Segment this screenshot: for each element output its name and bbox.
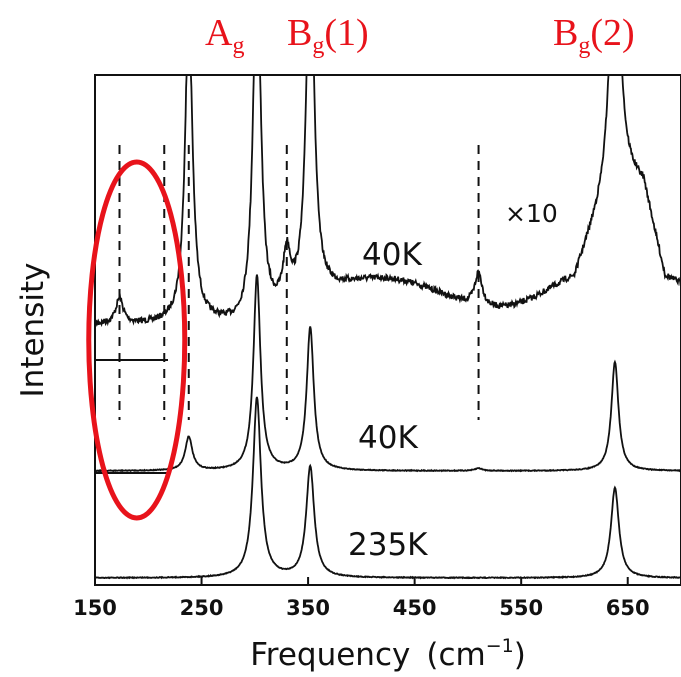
spectrum-traces: [94, 74, 681, 580]
highlight-ellipse: [86, 159, 188, 521]
mode-label-ag-sub: g: [232, 33, 244, 59]
mode-label-bg1-main: B: [287, 12, 312, 54]
x-tick-label: 250: [180, 596, 224, 620]
x-axis-title-unit: (cm: [426, 637, 485, 673]
trace-40k-x10: [94, 74, 681, 328]
x-tick-label: 650: [606, 596, 650, 620]
mode-label-bg2-sub: g: [578, 33, 590, 59]
trace-label-235k: 235K: [348, 527, 428, 563]
trace-40k: [94, 274, 681, 473]
x-axis-title-unit-exp: −1: [486, 635, 514, 657]
plot-frame: [94, 74, 681, 586]
mode-label-ag-main: A: [205, 12, 233, 54]
mode-label-bg1-sub: g: [312, 33, 324, 59]
x-tick-label: 350: [286, 596, 330, 620]
mode-label-bg1-suffix: (1): [324, 12, 368, 54]
x-axis-title-name: Frequency: [250, 637, 410, 673]
trace-235k: [95, 396, 681, 580]
trace-label-40k-upper: 40K: [362, 237, 422, 273]
dashed-marker-group: [118, 145, 480, 420]
trace-label-40k-lower: 40K: [358, 420, 418, 456]
x-tick-label: 450: [393, 596, 437, 620]
x-axis-title: Frequency (cm−1): [250, 635, 526, 673]
x-tick-label: 150: [73, 596, 117, 620]
x-axis-title-unit-close: ): [514, 637, 526, 673]
y-axis-title: Intensity: [15, 263, 51, 398]
scale-label-x10: ×10: [505, 199, 558, 228]
x-axis-ticks: 150 250 350 450 550 650: [73, 577, 650, 620]
x-tick-label: 550: [499, 596, 543, 620]
mode-label-bg1: Bg(1): [287, 12, 369, 59]
mode-label-bg2: Bg(2): [553, 12, 635, 59]
mode-label-bg2-suffix: (2): [590, 12, 634, 54]
mode-label-ag: Ag: [205, 12, 244, 59]
mode-labels: Ag Bg(1) Bg(2): [205, 12, 635, 59]
mode-label-bg2-main: B: [553, 12, 578, 54]
